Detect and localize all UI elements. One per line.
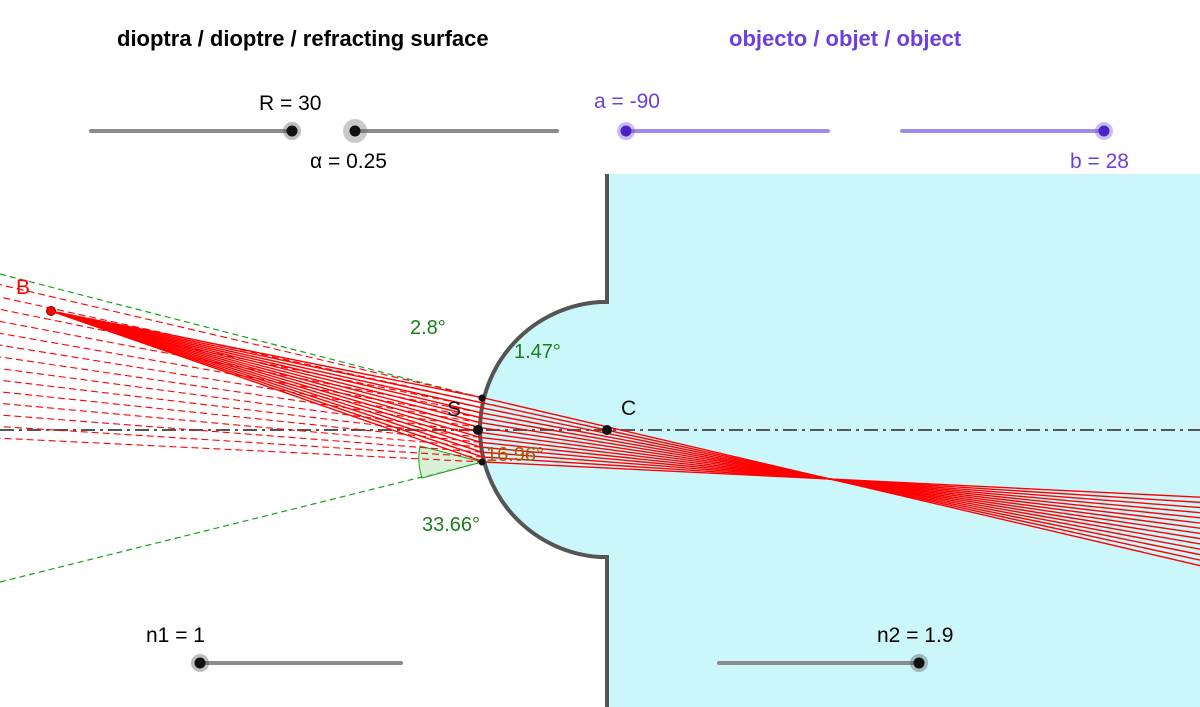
virtual-rays [0,284,485,463]
incident-ray [50,310,484,458]
slider-n2-label: n2 = 1.9 [877,624,953,647]
virtual-ray [0,402,482,448]
virtual-ray [0,437,485,463]
label-c: C [621,397,636,420]
slider-n2[interactable]: n2 = 1.9 [717,624,953,672]
virtual-ray [0,284,485,399]
slider-a-label: a = -90 [594,90,660,113]
virtual-ray [0,391,481,443]
refracting-medium [480,174,1200,707]
slider-a-handle[interactable] [620,125,632,137]
point-s [473,425,483,435]
edge-point-bottom [478,458,486,466]
virtual-ray [0,379,481,438]
incident-ray [50,310,481,424]
incident-ray [50,310,481,419]
incident-ray [50,310,481,443]
incident-ray [50,310,482,448]
refracted-ray [484,461,1200,498]
angle-label-bottom: 33.66° [422,514,480,536]
point-c [602,425,612,435]
virtual-ray [0,426,483,458]
slider-r-handle[interactable] [286,125,298,137]
extreme-ray-bottom [0,461,483,583]
slider-r[interactable]: R = 30 [89,92,321,140]
label-b: B [16,276,30,299]
slider-alpha[interactable]: α = 0.25 [310,119,559,173]
slider-n1-label: n1 = 1 [146,624,205,647]
angle-label-top-outer: 2.8° [410,317,446,339]
virtual-ray [0,414,482,453]
slider-b[interactable]: b = 28 [900,122,1129,173]
virtual-ray [0,344,481,424]
slider-r-label: R = 30 [259,92,321,115]
virtual-ray [0,368,481,434]
dioptre-header: dioptra / dioptre / refracting surface [117,26,489,51]
incident-ray [50,310,481,439]
slider-b-handle[interactable] [1098,125,1110,137]
slider-n2-handle[interactable] [913,657,925,669]
incident-ray [50,310,481,429]
incident-rays [50,310,485,463]
object-header: objecto / objet / object [729,26,962,51]
label-s: S [447,398,461,421]
edge-point-top [478,394,486,402]
slider-alpha-label: α = 0.25 [310,150,387,173]
incident-ray [50,310,485,463]
incident-ray [50,310,482,414]
slider-n1-handle[interactable] [194,657,206,669]
angle-label-top-inner: 1.47° [514,341,561,363]
slider-alpha-handle[interactable] [349,125,361,137]
angle-label-refraction: 16.96° [486,444,544,466]
incident-ray [50,310,484,404]
slider-n1[interactable]: n1 = 1 [146,624,403,672]
incident-ray [50,310,485,399]
refracted-rays [479,397,1200,567]
slider-b-label: b = 28 [1070,150,1129,173]
incident-ray [50,310,483,409]
slider-a[interactable]: a = -90 [594,90,830,140]
incident-ray [50,310,483,453]
virtual-ray [0,356,481,429]
incident-ray [50,310,481,434]
extreme-ray-top [0,273,483,399]
point-b[interactable] [46,306,56,316]
